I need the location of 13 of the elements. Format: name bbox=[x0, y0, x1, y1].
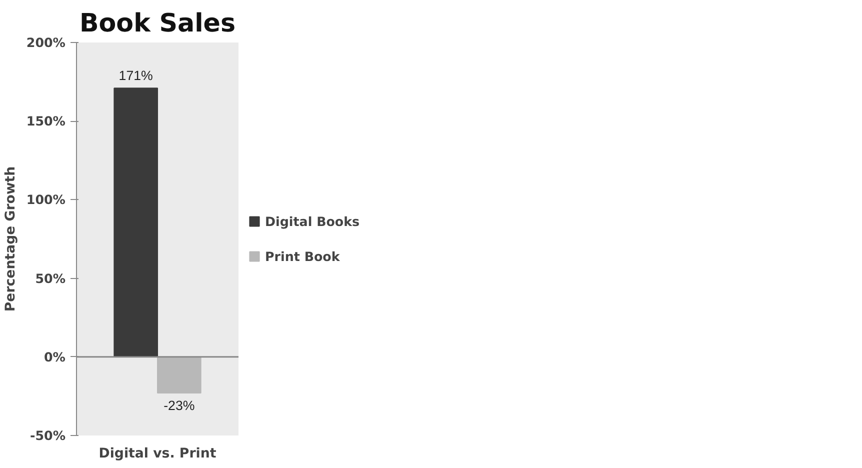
data-label: 171% bbox=[118, 68, 154, 84]
chart-title: Book Sales bbox=[79, 8, 236, 38]
y-tick-label: 0% bbox=[44, 349, 66, 364]
legend-label: Digital Books bbox=[265, 214, 360, 228]
y-tick-label: 200% bbox=[26, 35, 66, 50]
y-tick-label: -50% bbox=[30, 428, 66, 443]
data-label: -23% bbox=[164, 398, 195, 414]
legend-label: Print Book bbox=[265, 248, 341, 264]
x-axis-title: Digital vs. Print bbox=[98, 446, 217, 462]
y-tick-label: 150% bbox=[26, 114, 66, 129]
y-tick-label: 100% bbox=[26, 192, 66, 208]
y-tick-label: 50% bbox=[35, 270, 66, 286]
y-axis-title: Percentage Growth bbox=[3, 166, 18, 312]
